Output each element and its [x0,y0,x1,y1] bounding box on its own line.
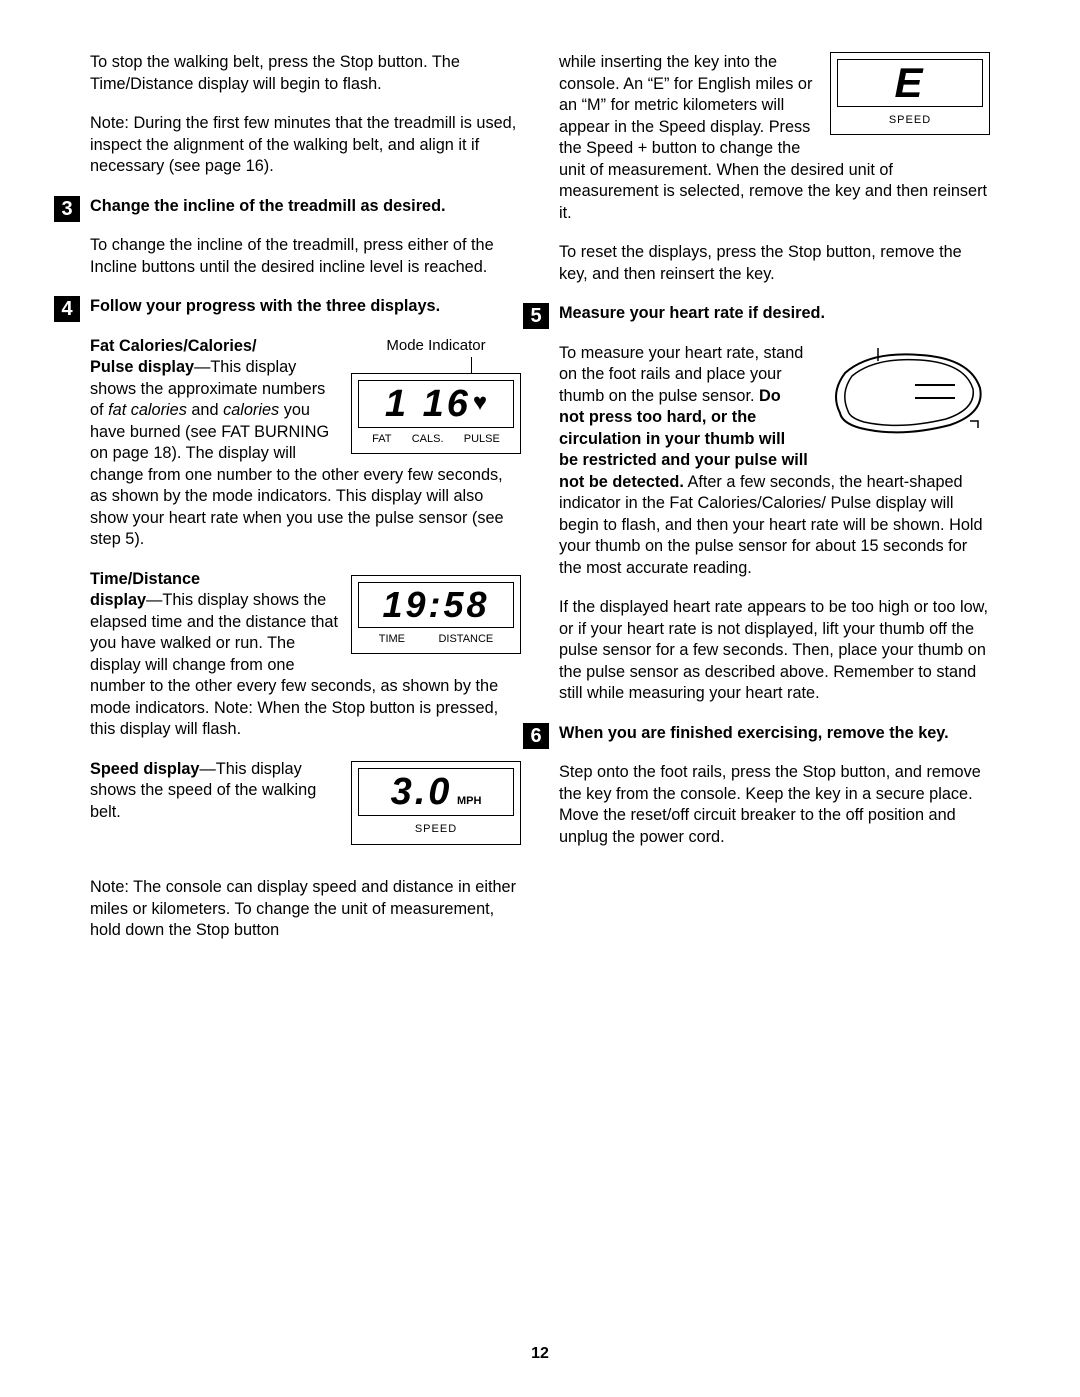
cap-cals: CALS. [412,432,444,447]
cap-fat: FAT [372,432,391,447]
step-4-badge: 4 [54,296,80,322]
speed-caption: SPEED [358,822,514,837]
e-caption: SPEED [837,113,983,128]
pulse-sensor-figure [820,343,990,450]
heart-icon: ♥ [473,389,487,416]
step-3-badge: 3 [54,196,80,222]
step-6: 6 When you are finished exercising, remo… [559,723,990,849]
fat-head-a: Fat Calories/Calories/ [90,337,257,355]
speed-figure: 3.0 MPH SPEED [351,761,521,846]
right-column: E SPEED while inserting the key into the… [559,52,990,960]
step-4-heading: Follow your progress with the three disp… [90,296,521,318]
fat-cals-value: 1 16 [385,383,471,425]
step-3-body: To change the incline of the treadmill, … [90,235,521,278]
intro-para-1: To stop the walking belt, press the Stop… [90,52,521,95]
speed-unit: MPH [457,795,481,807]
time-distance-figure: 19:58 TIME DISTANCE [351,575,521,654]
step-4: 4 Follow your progress with the three di… [90,296,521,942]
speed-head: Speed display [90,760,200,778]
step-6-body: Step onto the foot rails, press the Stop… [559,762,990,848]
page-number: 12 [0,1345,1080,1363]
cap-distance: DISTANCE [438,632,493,647]
step-3: 3 Change the incline of the treadmill as… [90,196,521,279]
step-6-heading: When you are finished exercising, remove… [559,723,990,745]
intro-para-2: Note: During the first few minutes that … [90,113,521,178]
step-3-heading: Change the incline of the treadmill as d… [90,196,521,218]
unit-note: Note: The console can display speed and … [90,877,521,942]
reset-para: To reset the displays, press the Stop bu… [559,242,990,285]
e-speed-display: E SPEED [830,52,990,135]
step-5-badge: 5 [523,303,549,329]
mode-indicator-label: Mode Indicator [351,336,521,356]
time-value: 19:58 [382,584,489,625]
fat-ital2: calories [223,401,279,419]
pointer-line [471,357,472,373]
speed-value: 3.0 [391,771,453,813]
time-head2: display [90,591,146,609]
speed-display: 3.0 MPH SPEED [351,761,521,846]
time-head: Time/Distance [90,570,200,588]
time-distance-display: 19:58 TIME DISTANCE [351,575,521,654]
e-value: E [894,59,925,106]
pulse-sensor-icon [820,343,990,443]
fat-ital1: fat calories [108,401,187,419]
e-speed-figure: E SPEED [830,52,990,135]
fat-mid: and [187,401,223,419]
cap-pulse: PULSE [464,432,500,447]
step-5-p2: If the displayed heart rate appears to b… [559,597,990,705]
step-5: 5 Measure your heart rate if desired. To… [559,303,990,705]
step-5-heading: Measure your heart rate if desired. [559,303,990,325]
step-6-badge: 6 [523,723,549,749]
cap-time: TIME [379,632,405,647]
fat-head-b: Pulse display [90,358,194,376]
left-column: To stop the walking belt, press the Stop… [90,52,521,960]
fat-cals-pulse-display: 1 16♥ FAT CALS. PULSE [351,373,521,454]
mode-indicator-figure: Mode Indicator 1 16♥ FAT CALS. PULSE [351,336,521,454]
